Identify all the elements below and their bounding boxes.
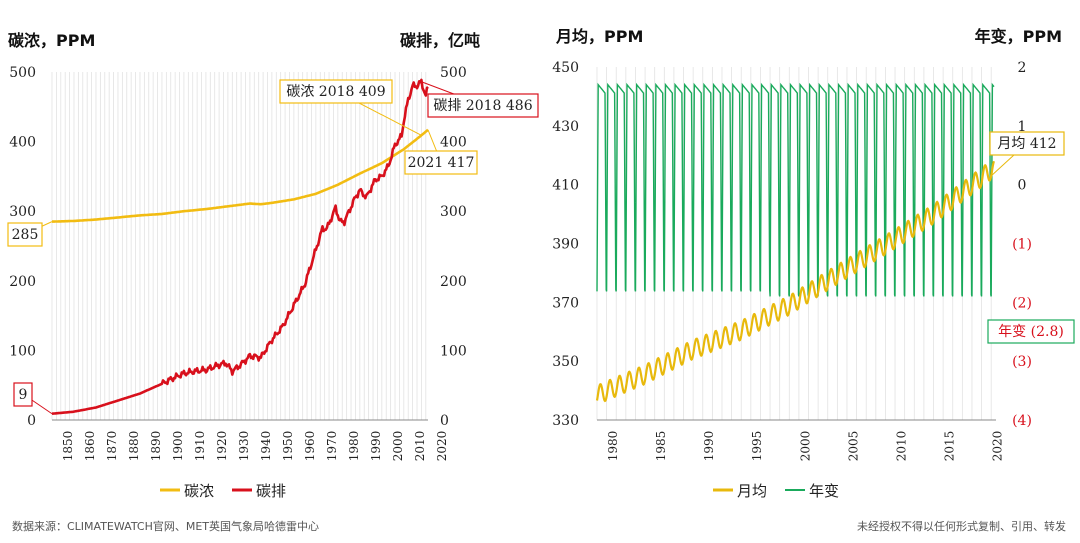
legend-label-emis: 碳排 xyxy=(256,482,286,500)
legend-label-monthly: 月均 xyxy=(737,482,767,500)
annotation-9: 9 xyxy=(19,387,28,403)
x-tick: 1910 xyxy=(193,431,207,462)
x-tick: 1880 xyxy=(127,431,141,462)
left-y-tick: 500 xyxy=(9,65,36,81)
left-y-tick: 390 xyxy=(552,237,579,253)
x-tick: 1960 xyxy=(303,431,317,462)
left-y-tick: 430 xyxy=(552,119,579,135)
left-axis-unit: 月均，PPM xyxy=(555,27,643,46)
x-tick: 1900 xyxy=(171,431,185,462)
annotation-emis-2018: 碳排 2018 486 xyxy=(433,98,532,114)
series-line-monthly xyxy=(595,160,996,403)
x-tick: 2020 xyxy=(435,431,449,462)
x-tick: 1980 xyxy=(606,431,620,462)
x-tick: 1950 xyxy=(281,431,295,462)
right-y-tick: 0 xyxy=(1018,178,1027,194)
x-tick: 1970 xyxy=(325,431,339,462)
left-y-tick: 370 xyxy=(552,295,579,311)
x-tick: 1860 xyxy=(83,431,97,462)
right-y-tick: 1 xyxy=(1018,119,1027,135)
x-tick: 1920 xyxy=(215,431,229,462)
x-tick: 1890 xyxy=(149,431,163,462)
annotation-285-box xyxy=(7,222,43,247)
right-y-tick: 2 xyxy=(1018,60,1027,76)
annotation-conc-2021: 2021 417 xyxy=(408,155,475,171)
left-y-tick: 100 xyxy=(9,343,36,359)
annotation-annual-change-box xyxy=(987,319,1075,344)
left-y-tick: 200 xyxy=(9,274,36,290)
right-y-tick: 400 xyxy=(440,135,467,151)
left-axis-unit: 碳浓，PPM xyxy=(8,31,95,50)
x-tick: 1940 xyxy=(259,431,273,462)
left-y-tick: 0 xyxy=(27,413,36,429)
rights-note: 未经授权不得以任何形式复制、引用、转发 xyxy=(857,520,1066,533)
right-y-tick: (1) xyxy=(1012,237,1032,253)
annotation-conc-2018-box xyxy=(279,79,393,104)
left-y-tick: 400 xyxy=(9,135,36,151)
series-line-碳排 xyxy=(51,78,429,415)
x-tick: 1995 xyxy=(750,431,764,462)
right-y-tick: 500 xyxy=(440,65,467,81)
right-y-tick: 300 xyxy=(440,204,467,220)
annotation-285: 285 xyxy=(12,227,39,243)
right-chart: 月均，PPM 年变，PPM 330 350 370 390 410 430 450 (4) (3) (… xyxy=(552,27,1075,500)
right-y-tick: (2) xyxy=(1012,295,1032,311)
x-tick: 2020 xyxy=(991,431,1005,462)
series-line-碳浓 xyxy=(51,128,429,223)
source-note: 数据来源：CLIMATEWATCH官网、MET英国气象局哈德雷中心 xyxy=(12,520,320,533)
annotation-monthly-box xyxy=(989,131,1065,156)
annotation-emis-2018-box xyxy=(427,93,539,118)
x-tick: 1930 xyxy=(237,431,251,462)
left-chart: 碳浓，PPM 碳排，亿吨 0 100 200 300 400 500 0 100 200 300 400… xyxy=(7,31,539,500)
left-y-tick: 450 xyxy=(552,60,579,76)
x-tick: 1990 xyxy=(369,431,383,462)
series-line-annual-change xyxy=(596,82,995,297)
x-tick: 2010 xyxy=(413,431,427,462)
annotation-conc-2018: 碳浓 2018 409 xyxy=(286,84,385,100)
x-tick: 1850 xyxy=(61,431,75,462)
x-tick: 2000 xyxy=(391,431,405,462)
x-tick: 2015 xyxy=(943,431,957,462)
left-y-tick: 300 xyxy=(9,204,36,220)
x-tick: 1980 xyxy=(347,431,361,462)
right-y-tick: 200 xyxy=(440,274,467,290)
right-y-tick: (4) xyxy=(1012,413,1032,429)
x-tick: 2000 xyxy=(798,431,812,462)
annotation-monthly: 月均 412 xyxy=(997,136,1056,152)
annotation-9-box xyxy=(13,382,33,407)
legend-label-annual-change: 年变 xyxy=(809,482,839,500)
left-y-tick: 330 xyxy=(552,413,579,429)
x-tick: 1990 xyxy=(702,431,716,462)
right-axis-unit: 年变，PPM xyxy=(975,27,1062,46)
left-y-tick: 410 xyxy=(552,178,579,194)
left-y-tick: 350 xyxy=(552,354,579,370)
x-tick: 2010 xyxy=(894,431,908,462)
right-axis-unit: 碳排，亿吨 xyxy=(400,31,480,50)
annotation-annual-change: 年变 (2.8) xyxy=(998,324,1064,340)
right-y-tick: 100 xyxy=(440,343,467,359)
x-tick: 2005 xyxy=(846,431,860,462)
right-y-tick: 0 xyxy=(440,413,449,429)
x-tick: 1870 xyxy=(105,431,119,462)
annotation-conc-2021-box xyxy=(404,150,478,175)
legend-label-conc: 碳浓 xyxy=(184,482,214,500)
x-tick: 1985 xyxy=(654,431,668,462)
right-y-tick: (3) xyxy=(1012,354,1032,370)
